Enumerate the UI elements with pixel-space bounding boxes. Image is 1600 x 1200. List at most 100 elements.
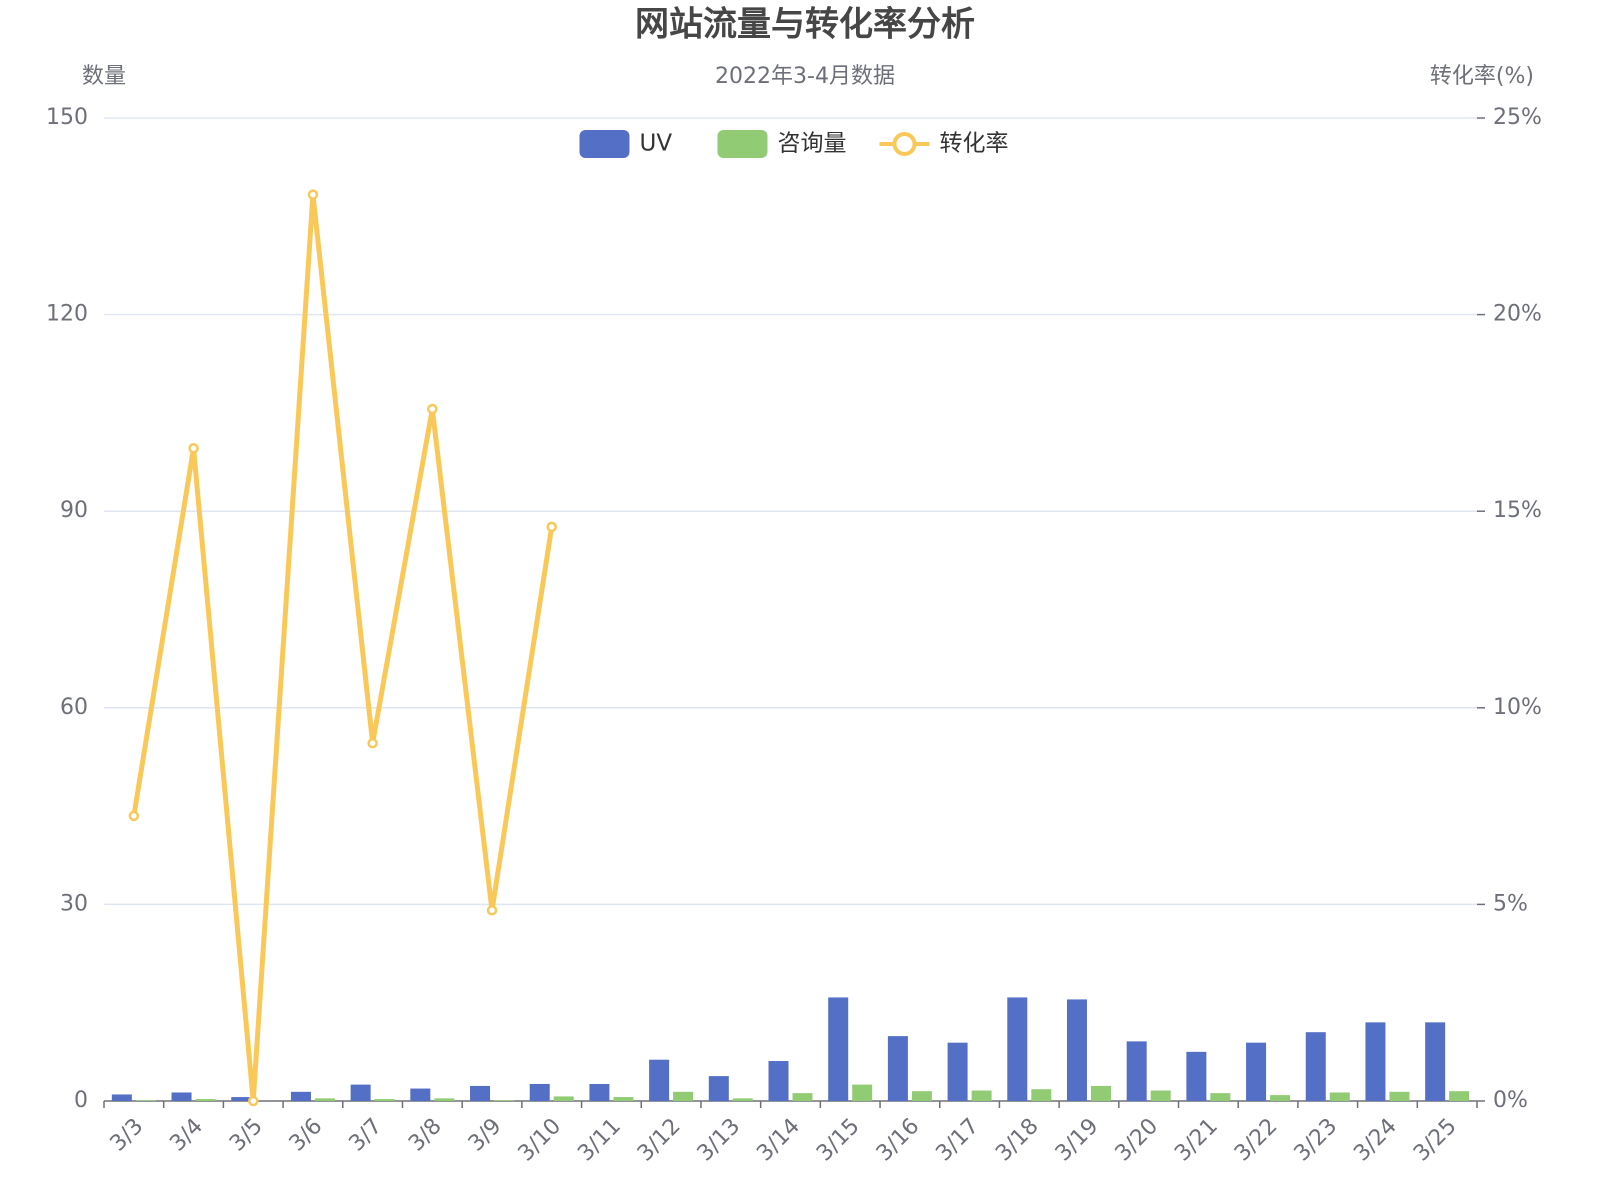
y2-tick-label: 5% (1493, 891, 1528, 916)
x-tick-label: 3/9 (464, 1114, 507, 1157)
bar (792, 1093, 813, 1101)
line-point (188, 443, 199, 454)
bar (887, 1036, 908, 1101)
y2-tick-label: 0% (1493, 1088, 1528, 1113)
bar (1126, 1041, 1147, 1101)
bar (135, 1100, 156, 1101)
bar (171, 1092, 192, 1101)
bar (1007, 997, 1028, 1101)
bar (1066, 999, 1087, 1101)
legend-label: UV (640, 131, 673, 157)
bar (350, 1084, 371, 1101)
bar (195, 1099, 216, 1101)
x-tick-label: 3/24 (1349, 1114, 1402, 1167)
x-tick-label: 3/21 (1170, 1114, 1223, 1167)
x-tick-label: 3/17 (931, 1114, 984, 1167)
legend-label: 转化率 (940, 131, 1009, 157)
line-point (128, 810, 140, 822)
x-tick-label: 3/4 (165, 1114, 208, 1157)
bar (589, 1083, 610, 1101)
bar (1270, 1095, 1291, 1101)
bar (1150, 1090, 1171, 1101)
bar (111, 1094, 132, 1101)
legend-label: 咨询量 (778, 131, 847, 157)
bar (1031, 1089, 1052, 1101)
legend-swatch (717, 130, 768, 158)
x-tick-label: 3/10 (514, 1114, 567, 1167)
y-tick-label: 90 (60, 498, 88, 523)
bar (732, 1098, 753, 1101)
bar (494, 1100, 515, 1101)
bar (708, 1076, 729, 1101)
bar (1246, 1042, 1267, 1101)
x-tick-label: 3/18 (991, 1114, 1044, 1167)
chart-subtitle: 2022年3-4月数据 (715, 64, 895, 89)
bar (1425, 1022, 1446, 1101)
bar (613, 1097, 634, 1101)
x-tick-label: 3/25 (1409, 1114, 1462, 1167)
y-tick-label: 60 (60, 695, 88, 720)
y2-tick-label: 25% (1493, 105, 1542, 130)
y-tick-label: 0 (74, 1088, 88, 1113)
line-point (486, 905, 498, 916)
bar (410, 1088, 431, 1101)
x-tick-label: 3/6 (285, 1114, 328, 1157)
bar (649, 1059, 670, 1101)
x-tick-label: 3/15 (812, 1114, 865, 1167)
bar (947, 1042, 968, 1101)
x-tick-label: 3/19 (1051, 1114, 1104, 1167)
legend: UV 咨询量 转化率 (579, 130, 1009, 158)
x-tick-label: 3/13 (693, 1114, 746, 1167)
bar (673, 1091, 694, 1101)
y2-tick-label: 15% (1493, 498, 1542, 523)
bar (852, 1084, 873, 1101)
legend-swatch (892, 132, 917, 156)
x-tick-label: 3/12 (633, 1114, 686, 1167)
bar (470, 1085, 491, 1101)
bar (290, 1091, 311, 1101)
y2-axis-label: 转化率(%) (1430, 64, 1534, 89)
y-tick-label: 150 (46, 105, 88, 130)
bar (434, 1098, 455, 1101)
bar (314, 1098, 335, 1101)
y-tick-label: 120 (46, 302, 88, 327)
x-tick-label: 3/5 (225, 1114, 268, 1157)
x-tick-label: 3/20 (1111, 1114, 1164, 1167)
x-tick-label: 3/23 (1290, 1114, 1343, 1167)
bar (828, 997, 849, 1101)
bar (911, 1091, 932, 1101)
bar (1186, 1051, 1207, 1101)
bar (1090, 1085, 1111, 1101)
y-tick-label: 30 (60, 891, 88, 916)
line-point (367, 737, 378, 749)
x-tick-label: 3/22 (1230, 1114, 1283, 1167)
bar (374, 1099, 395, 1101)
bar (1365, 1022, 1386, 1101)
chart-title: 网站流量与转化率分析 (635, 5, 975, 45)
y-axis-label: 数量 (82, 64, 126, 89)
y2-tick-label: 10% (1493, 695, 1542, 720)
bar (553, 1096, 574, 1101)
x-tick-label: 3/3 (106, 1114, 149, 1157)
line-point (546, 521, 557, 533)
x-tick-label: 3/16 (872, 1114, 925, 1167)
x-tick-label: 3/11 (573, 1114, 626, 1167)
bar (1305, 1032, 1326, 1101)
line-point (427, 403, 438, 415)
x-tick-label: 3/8 (404, 1114, 447, 1157)
bar (1329, 1092, 1350, 1101)
bar (231, 1097, 252, 1101)
y2-tick-label: 20% (1493, 302, 1542, 327)
bar (1449, 1091, 1470, 1101)
line-point (247, 1095, 259, 1107)
bar (768, 1061, 789, 1101)
legend-swatch (579, 130, 630, 158)
bar (529, 1083, 550, 1101)
line (131, 192, 555, 1104)
bar (1210, 1093, 1231, 1101)
bar (1389, 1091, 1410, 1101)
line-point (307, 189, 319, 200)
bar (971, 1090, 992, 1101)
x-tick-label: 3/14 (752, 1114, 805, 1167)
